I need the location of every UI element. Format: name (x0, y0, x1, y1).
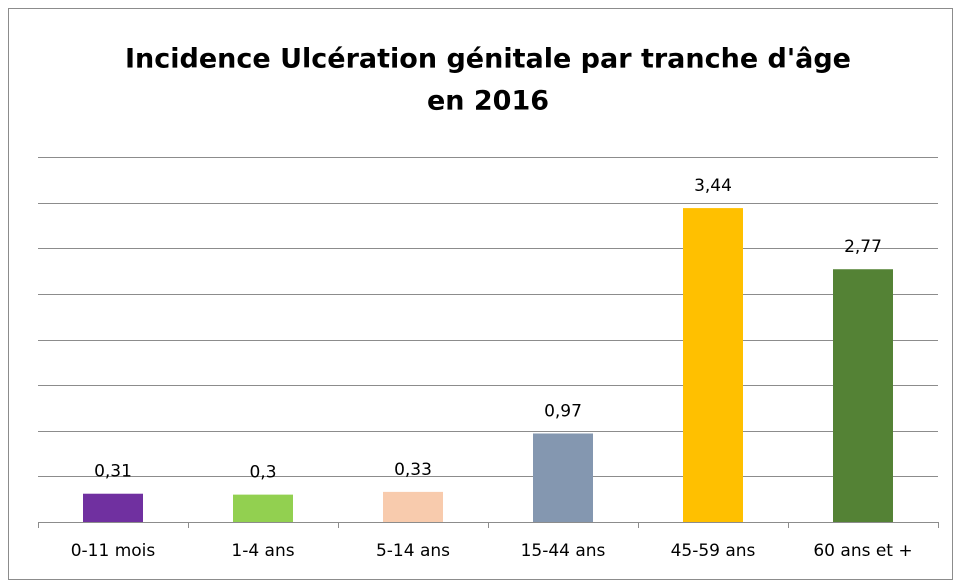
bar (833, 269, 893, 522)
data-label: 0,33 (394, 460, 432, 480)
data-label: 0,31 (94, 462, 132, 482)
x-tick-label: 1-4 ans (231, 541, 294, 561)
bar (533, 433, 593, 522)
chart-title: Incidence Ulcération génitale par tranch… (125, 44, 851, 75)
data-label: 3,44 (694, 176, 732, 196)
bar (83, 493, 143, 522)
data-label: 0,3 (249, 463, 276, 483)
x-tick-label: 5-14 ans (376, 541, 450, 561)
data-label: 2,77 (844, 237, 882, 257)
bar (383, 491, 443, 522)
x-tick-label: 0-11 mois (71, 541, 156, 561)
data-label: 0,97 (544, 401, 582, 421)
x-tick-label: 60 ans et + (813, 541, 912, 561)
bar (233, 494, 293, 522)
x-tick-label: 45-59 ans (671, 541, 756, 561)
bar (683, 208, 743, 522)
chart-title: en 2016 (427, 86, 549, 117)
x-tick-label: 15-44 ans (521, 541, 606, 561)
